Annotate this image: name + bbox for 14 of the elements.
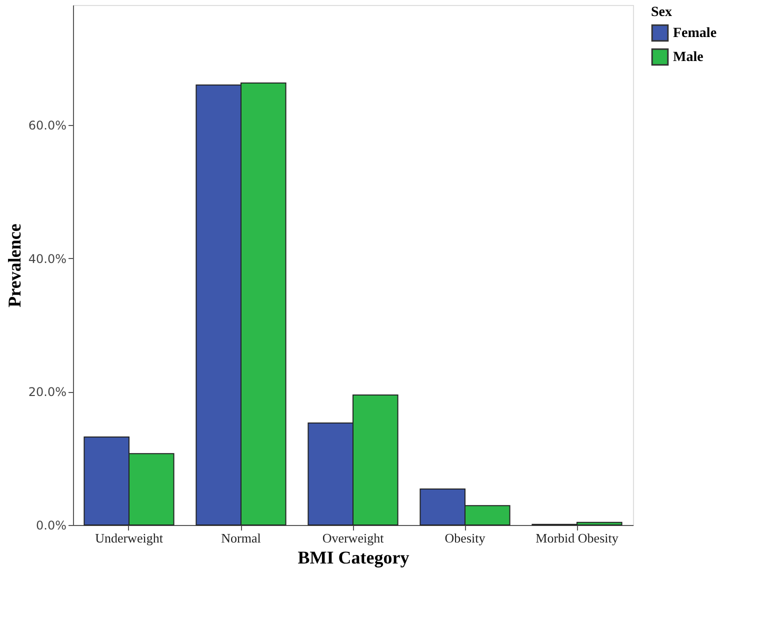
y-tick-label: 0.0% (36, 518, 66, 532)
legend-label: Male (673, 50, 704, 65)
legend-title: Sex (651, 5, 672, 20)
y-tick-label: 20.0% (28, 385, 66, 400)
x-tick-label: Normal (221, 530, 262, 546)
legend-label: Female (673, 26, 717, 41)
x-tick-label: Morbid Obesity (536, 530, 619, 546)
x-tick-label: Obesity (444, 530, 486, 546)
y-tick-label: 40.0% (28, 252, 66, 266)
x-tick-label: Overweight (322, 530, 384, 546)
y-tick-label: 60.0% (28, 118, 66, 132)
x-tick-label: Underweight (95, 530, 164, 546)
x-axis-title: BMI Category (298, 548, 410, 568)
y-axis-title: Prevalence (4, 224, 24, 308)
